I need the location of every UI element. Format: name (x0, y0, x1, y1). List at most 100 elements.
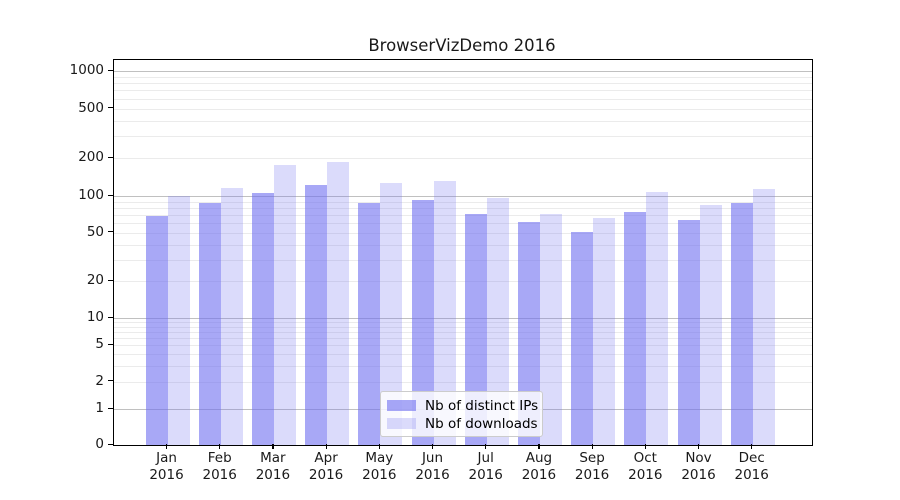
minor-gridline (114, 332, 812, 334)
minor-gridline (114, 345, 812, 347)
minor-gridline (114, 98, 812, 100)
y-tick-mark (108, 231, 113, 233)
chart-title: BrowserVizDemo 2016 (368, 36, 556, 55)
y-tick-label: 200 (78, 149, 104, 166)
bar-distinct-ips-jul (464, 214, 487, 445)
bar-downloads-jul (486, 198, 509, 445)
minor-gridline (114, 281, 812, 283)
plot-area (113, 59, 813, 446)
x-tick-label: Jul 2016 (468, 450, 503, 483)
minor-gridline (114, 232, 812, 234)
minor-gridline (114, 120, 812, 122)
y-tick-mark (108, 407, 113, 409)
y-tick-label: 100 (78, 187, 104, 203)
y-tick-mark (108, 343, 113, 346)
minor-gridline (114, 201, 812, 203)
x-tick-mark (378, 444, 380, 449)
bar-distinct-ips-apr (305, 185, 328, 445)
bar-distinct-ips-oct (624, 211, 647, 445)
y-tick-mark (108, 380, 113, 382)
bar-distinct-ips-jan (145, 216, 168, 445)
y-tick-label: 500 (78, 99, 104, 116)
major-gridline (114, 71, 812, 72)
bar-downloads-nov (699, 205, 722, 445)
y-tick-mark (108, 279, 113, 281)
y-tick-label: 50 (86, 223, 104, 240)
x-tick-label: Apr 2016 (308, 450, 344, 483)
x-tick-label: Nov 2016 (681, 450, 716, 483)
y-tick-mark (108, 316, 113, 318)
legend-label-distinct-ips: Nb of distinct IPs (425, 397, 539, 414)
x-tick-mark (166, 444, 168, 449)
y-tick-label: 5 (95, 336, 104, 353)
minor-gridline (114, 136, 812, 138)
y-tick-label: 1000 (69, 62, 104, 78)
major-gridline (114, 196, 812, 197)
minor-gridline (114, 354, 812, 356)
bar-distinct-ips-mar (251, 193, 274, 445)
x-tick-label: Feb 2016 (202, 450, 237, 483)
minor-gridline (114, 223, 812, 225)
x-tick-label: Dec 2016 (734, 450, 769, 483)
x-tick-label: Jan 2016 (149, 450, 184, 483)
x-tick-label: Sep 2016 (574, 450, 610, 483)
x-tick-mark (751, 444, 753, 449)
minor-gridline (114, 158, 812, 160)
bar-distinct-ips-aug (517, 222, 540, 445)
x-tick-label: Aug 2016 (521, 450, 557, 483)
bar-downloads-mar (273, 164, 296, 445)
bar-downloads-dec (752, 188, 775, 445)
x-tick-label: Jun 2016 (415, 450, 450, 483)
y-tick-mark (108, 69, 113, 71)
bar-distinct-ips-feb (198, 202, 221, 445)
x-tick-mark (538, 444, 540, 449)
minor-gridline (114, 244, 812, 246)
bar-downloads-apr (327, 162, 350, 445)
x-tick-mark (325, 444, 327, 449)
minor-gridline (114, 381, 812, 383)
bar-downloads-oct (646, 191, 669, 445)
y-tick-mark (108, 443, 113, 445)
minor-gridline (114, 259, 812, 261)
bar-distinct-ips-may (358, 202, 381, 445)
y-tick-mark (108, 156, 113, 159)
legend-item-downloads: Nb of downloads (387, 415, 538, 432)
legend-swatch-downloads (387, 418, 416, 429)
y-tick-label: 20 (86, 272, 104, 289)
x-tick-mark (485, 444, 487, 449)
minor-gridline (114, 322, 812, 324)
bar-downloads-jan (167, 196, 190, 445)
y-tick-label: 10 (86, 309, 104, 325)
minor-gridline (114, 338, 812, 340)
minor-gridline (114, 214, 812, 216)
y-tick-mark (108, 107, 113, 109)
legend: Nb of distinct IPs Nb of downloads (380, 391, 543, 437)
x-tick-mark (219, 444, 221, 449)
bar-downloads-jun (433, 181, 456, 445)
x-tick-mark (591, 444, 593, 449)
bar-downloads-sep (593, 218, 616, 445)
minor-gridline (114, 365, 812, 367)
bar-distinct-ips-jun (411, 199, 434, 445)
x-tick-mark (272, 444, 274, 449)
bar-downloads-feb (220, 188, 243, 445)
y-tick-label: 0 (95, 436, 104, 452)
minor-gridline (114, 207, 812, 209)
bar-distinct-ips-dec (730, 203, 753, 445)
minor-gridline (114, 326, 812, 328)
x-tick-label: May 2016 (362, 450, 397, 483)
y-tick-mark (108, 194, 113, 196)
x-tick-mark (432, 444, 434, 449)
bar-distinct-ips-nov (677, 220, 700, 445)
y-tick-label: 1 (95, 400, 104, 416)
x-tick-label: Mar 2016 (255, 450, 291, 483)
legend-item-distinct-ips: Nb of distinct IPs (387, 397, 538, 414)
legend-swatch-distinct-ips (387, 400, 416, 411)
minor-gridline (114, 108, 812, 110)
y-tick-label: 2 (95, 372, 104, 389)
minor-gridline (114, 90, 812, 92)
minor-gridline (114, 83, 812, 85)
bar-downloads-may (380, 183, 403, 445)
bar-distinct-ips-sep (571, 231, 594, 445)
